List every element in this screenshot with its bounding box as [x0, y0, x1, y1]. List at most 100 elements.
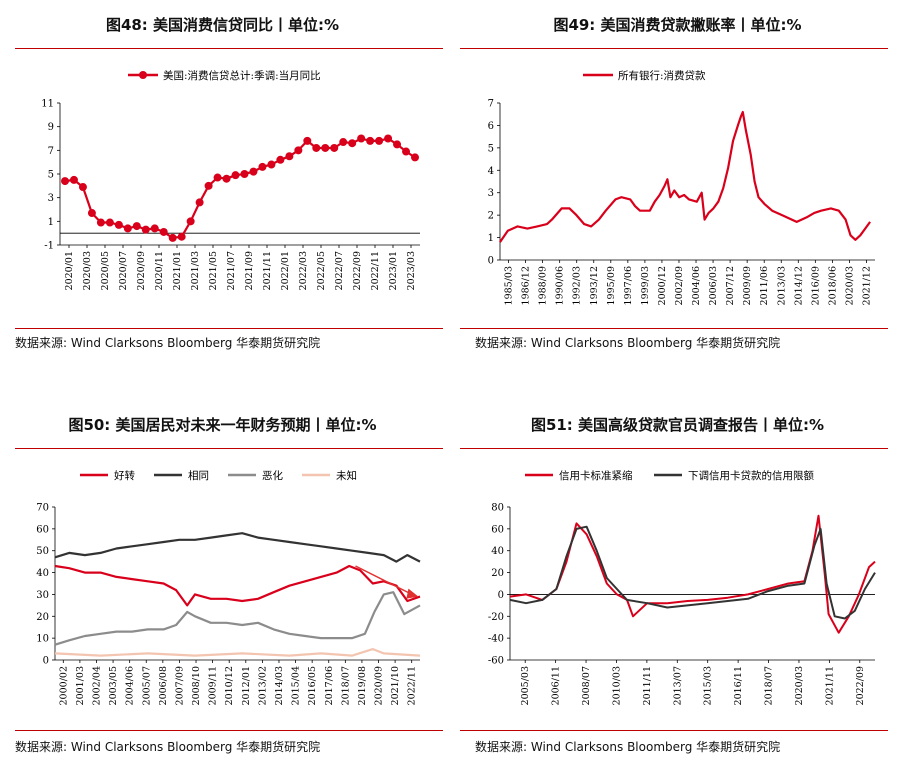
x-tick-label: 2000/02	[58, 666, 69, 705]
source-text: Wind Clarksons Bloomberg 华泰期货研究院	[530, 336, 781, 350]
data-point	[141, 225, 150, 234]
source-text: Wind Clarksons Bloomberg 华泰期货研究院	[530, 740, 781, 754]
data-point	[402, 147, 411, 156]
data-point	[294, 146, 303, 155]
data-point	[168, 233, 177, 242]
x-tick-label: 2022/03	[298, 251, 309, 290]
x-tick-label: 2020/03	[844, 266, 855, 305]
source-prefix: 数据来源:	[15, 336, 68, 350]
y-tick-label: -20	[488, 612, 504, 623]
x-tick-label: 2013/02	[257, 666, 268, 705]
x-tick-label: 2006/03	[708, 266, 719, 305]
y-tick-label: 11	[41, 99, 54, 110]
x-tick-label: 1985/03	[504, 266, 515, 305]
data-point	[69, 175, 78, 184]
legend-label: 恶化	[262, 469, 283, 482]
x-tick-label: 2018/06	[827, 266, 838, 305]
chart-title: 图48: 美国消费信贷同比丨单位:%	[105, 16, 340, 34]
x-tick-label: 1999/03	[640, 266, 651, 305]
data-point	[186, 217, 195, 226]
y-tick-label: 5	[48, 170, 54, 181]
x-tick-label: 1993/12	[589, 266, 600, 305]
x-tick-label: 2013/03	[776, 266, 787, 305]
x-tick-label: 2021/11	[262, 251, 273, 290]
y-tick-label: -60	[488, 656, 504, 667]
x-tick-label: 1997/06	[623, 266, 634, 305]
x-tick-label: 2020/09	[374, 666, 385, 705]
x-tick-label: 2021/10	[390, 666, 401, 705]
x-tick-label: 2021/09	[244, 251, 255, 290]
data-point	[114, 220, 123, 229]
divider	[15, 448, 443, 449]
x-tick-label: 2001/03	[75, 666, 86, 705]
x-tick-label: 2023/01	[388, 251, 399, 290]
series-line	[54, 648, 421, 657]
x-tick-label: 2017/06	[324, 666, 335, 705]
x-tick-label: 2015/04	[291, 666, 302, 705]
x-tick-label: 2004/06	[125, 666, 136, 705]
chart-panel-50: 图50: 美国居民对未来一年财务预期丨单位:% 好转 相同 恶化 未知 0 10 20 30 4…	[0, 400, 445, 780]
chart-panel-49: 图49: 美国消费贷款撇账率丨单位:% 所有银行:消费贷款 0 1 2 3 4 5 6 7 198…	[455, 0, 900, 380]
series-line	[54, 564, 421, 607]
data-point	[411, 153, 419, 162]
x-tick-label: 1986/12	[521, 266, 532, 305]
source-prefix: 数据来源:	[15, 740, 68, 754]
series-line	[64, 137, 416, 239]
data-point	[276, 155, 285, 164]
y-tick-label: 40	[491, 546, 504, 557]
x-tick-label: 2022/09	[352, 251, 363, 290]
chart-panel-51: 图51: 美国高级贷款官员调查报告丨单位:% 信用卡标准紧缩 下调信用卡贷款的信用…	[455, 400, 900, 780]
data-point	[258, 162, 267, 171]
divider	[460, 328, 888, 329]
x-tick-label: 2010/03	[611, 666, 622, 705]
data-point	[105, 218, 114, 227]
x-tick-label: 1992/03	[572, 266, 583, 305]
source-note: 数据来源: Wind Clarksons Bloomberg 华泰期货研究院	[15, 334, 320, 351]
x-tick-label: 2021/03	[190, 251, 201, 290]
x-tick-label: 2022/09	[855, 666, 866, 705]
x-tick-label: 2004/06	[691, 266, 702, 305]
data-point	[357, 134, 366, 143]
source-note: 数据来源: Wind Clarksons Bloomberg 华泰期货研究院	[475, 738, 780, 755]
divider	[460, 448, 888, 449]
data-point	[159, 227, 168, 236]
x-tick-label: 2009/09	[742, 266, 753, 305]
data-point	[267, 160, 276, 169]
x-tick-label: 2019/08	[357, 666, 368, 705]
data-point	[312, 143, 321, 152]
x-tick-label: 2011/11	[642, 666, 653, 705]
data-point	[375, 136, 384, 145]
data-point	[249, 167, 258, 176]
x-tick-label: 2020/11	[154, 251, 165, 290]
x-tick-label: 2009/11	[208, 666, 219, 705]
data-point	[61, 177, 69, 186]
x-tick-label: 1988/09	[538, 266, 549, 305]
y-tick-label: 4	[488, 166, 494, 177]
y-tick-label: 80	[491, 503, 504, 514]
y-tick-label: 6	[488, 121, 494, 132]
legend-label: 美国:消费信贷总计:季调:当月同比	[163, 69, 321, 82]
x-tick-label: 2014/12	[793, 266, 804, 305]
y-tick-label: 3	[488, 188, 494, 199]
chart-panel-48: 图48: 美国消费信贷同比丨单位:% 美国:消费信贷总计:季调:当月同比 -1 1 3…	[0, 0, 445, 380]
x-tick-label: 1995/09	[606, 266, 617, 305]
x-tick-label: 2008/07	[581, 666, 592, 705]
y-tick-label: 0	[43, 656, 49, 667]
y-tick-label: 0	[488, 256, 494, 267]
data-point	[213, 173, 222, 182]
x-tick-label: 2008/10	[191, 666, 202, 705]
x-tick-label: 2023/03	[406, 251, 417, 290]
chart-title: 图51: 美国高级贷款官员调查报告丨单位:%	[530, 416, 825, 434]
legend-label: 所有银行:消费贷款	[618, 69, 706, 82]
x-tick-label: 2020/05	[100, 251, 111, 290]
x-tick-label: 1990/06	[555, 266, 566, 305]
x-tick-label: 2020/09	[136, 251, 147, 290]
y-tick-label: 7	[488, 99, 494, 110]
data-point	[285, 152, 294, 161]
x-tick-label: 2022/11	[407, 666, 418, 705]
y-tick-label: 9	[48, 122, 54, 133]
x-tick-label: 2005/07	[141, 666, 152, 705]
chart-svg: 信用卡标准紧缩 下调信用卡贷款的信用限额 -60 -40 -20 0 20 40 60 80 200…	[488, 469, 876, 705]
x-tick-label: 2021/07	[226, 251, 237, 290]
y-tick-label: 7	[48, 146, 54, 157]
